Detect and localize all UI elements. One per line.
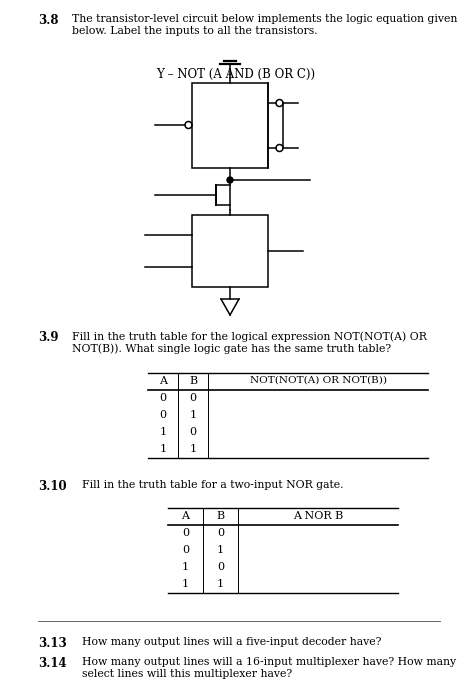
Text: 1: 1 bbox=[159, 427, 166, 437]
Text: Fill in the truth table for the logical expression NOT(NOT(A) OR
NOT(B)). What s: Fill in the truth table for the logical … bbox=[72, 331, 427, 354]
Text: A: A bbox=[182, 511, 190, 521]
Text: 0: 0 bbox=[190, 393, 197, 403]
Text: 0: 0 bbox=[182, 528, 189, 538]
Text: 0: 0 bbox=[217, 562, 224, 572]
Text: Y – NOT (A AND (B OR C)): Y – NOT (A AND (B OR C)) bbox=[157, 68, 315, 81]
Text: 0: 0 bbox=[159, 410, 166, 420]
Text: 0: 0 bbox=[190, 427, 197, 437]
Text: 0: 0 bbox=[159, 393, 166, 403]
Text: 0: 0 bbox=[217, 528, 224, 538]
Text: 3.8: 3.8 bbox=[38, 14, 59, 27]
Text: 3.9: 3.9 bbox=[38, 331, 59, 344]
Text: 1: 1 bbox=[190, 444, 197, 454]
Text: B: B bbox=[189, 376, 197, 386]
Text: 0: 0 bbox=[182, 545, 189, 555]
Text: 1: 1 bbox=[190, 410, 197, 420]
Bar bbox=[192, 215, 268, 287]
Text: 3.13: 3.13 bbox=[38, 637, 67, 650]
Bar bbox=[192, 83, 268, 168]
Text: 1: 1 bbox=[159, 444, 166, 454]
Text: A: A bbox=[159, 376, 167, 386]
Text: B: B bbox=[217, 511, 225, 521]
Text: 1: 1 bbox=[217, 545, 224, 555]
Text: 1: 1 bbox=[182, 562, 189, 572]
Text: A NOR B: A NOR B bbox=[293, 511, 343, 521]
Text: NOT(NOT(A) OR NOT(B)): NOT(NOT(A) OR NOT(B)) bbox=[249, 376, 386, 385]
Text: The transistor-level circuit below implements the logic equation given
below. La: The transistor-level circuit below imple… bbox=[72, 14, 457, 36]
Text: How many output lines will a five-input decoder have?: How many output lines will a five-input … bbox=[82, 637, 381, 647]
Text: How many output lines will a 16-input multiplexer have? How many
select lines wi: How many output lines will a 16-input mu… bbox=[82, 657, 456, 678]
Text: 3.14: 3.14 bbox=[38, 657, 67, 670]
Text: Fill in the truth table for a two-input NOR gate.: Fill in the truth table for a two-input … bbox=[82, 480, 343, 490]
Text: 3.10: 3.10 bbox=[38, 480, 67, 493]
Circle shape bbox=[227, 177, 233, 183]
Text: 1: 1 bbox=[217, 579, 224, 589]
Text: 1: 1 bbox=[182, 579, 189, 589]
